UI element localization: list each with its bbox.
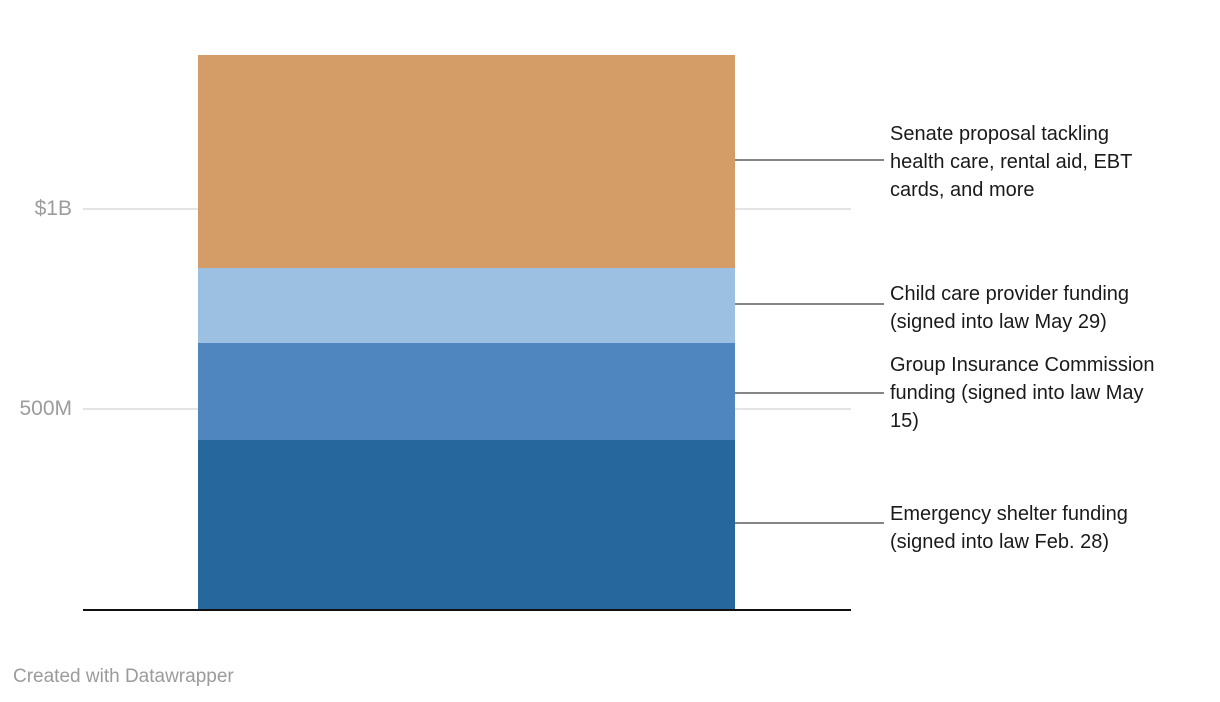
connector-line-child-care bbox=[735, 303, 884, 305]
y-tick-1b: $1B bbox=[34, 197, 72, 220]
callout-line: 15) bbox=[890, 410, 919, 432]
callout-line: cards, and more bbox=[890, 179, 1035, 201]
callout-line: Group Insurance Commission bbox=[890, 354, 1155, 376]
bar-segment-senate-proposal bbox=[198, 55, 735, 268]
callout-emergency-shelter: Emergency shelter funding (signed into l… bbox=[890, 500, 1215, 556]
connector-line-shelter bbox=[735, 522, 884, 524]
x-axis-line bbox=[83, 609, 851, 611]
connector-line-senate bbox=[735, 159, 884, 161]
connector-line-gic bbox=[735, 392, 884, 394]
bar-segment-group-insurance-commission bbox=[198, 343, 735, 440]
callout-line: (signed into law May 29) bbox=[890, 311, 1107, 333]
callout-line: Child care provider funding bbox=[890, 283, 1130, 305]
bar-segment-emergency-shelter bbox=[198, 440, 735, 609]
callout-senate-proposal: Senate proposal tackling health care, re… bbox=[890, 120, 1215, 204]
callout-line: Senate proposal tackling bbox=[890, 123, 1110, 145]
callout-line: funding (signed into law May bbox=[890, 382, 1144, 404]
callout-line: health care, rental aid, EBT bbox=[890, 151, 1133, 173]
callout-line: Emergency shelter funding bbox=[890, 503, 1128, 525]
datawrapper-credit-link[interactable]: Created with Datawrapper bbox=[13, 666, 234, 687]
bar-segment-child-care bbox=[198, 268, 735, 343]
callout-child-care: Child care provider funding (signed into… bbox=[890, 280, 1215, 336]
y-tick-500m: 500M bbox=[19, 397, 72, 420]
callout-group-insurance-commission: Group Insurance Commission funding (sign… bbox=[890, 351, 1215, 435]
callout-line: (signed into law Feb. 28) bbox=[890, 531, 1110, 553]
